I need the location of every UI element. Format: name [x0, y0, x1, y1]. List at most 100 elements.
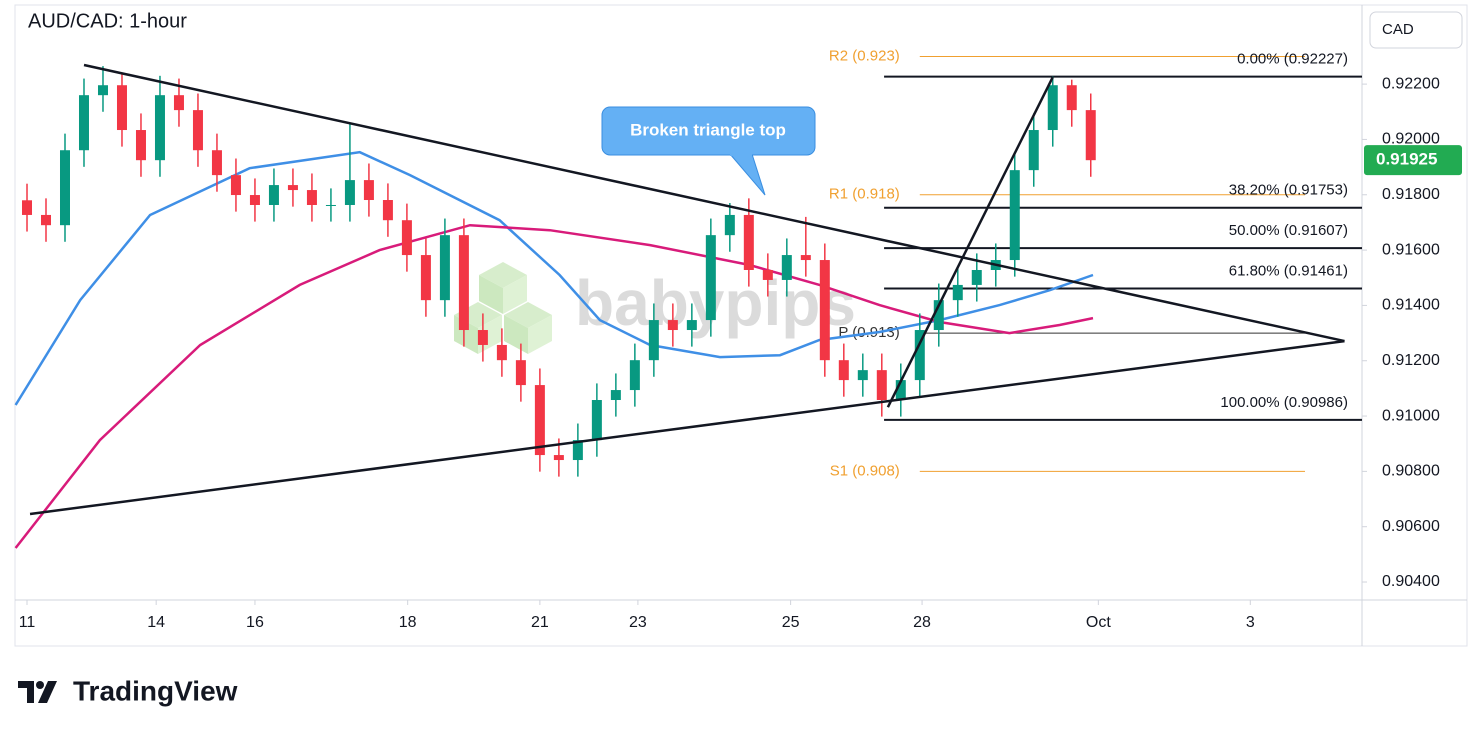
candle-body [363, 180, 374, 201]
candle-body [401, 220, 412, 256]
candle-body [724, 214, 735, 236]
trendline [886, 76, 1054, 408]
logo-cube [504, 302, 552, 328]
candle-body [496, 344, 507, 361]
fib-label: 100.00% (0.90986) [1220, 394, 1348, 411]
candle-body [420, 255, 431, 301]
callout-joint [730, 150, 752, 156]
candle-body [705, 235, 716, 321]
candle-body [249, 195, 260, 205]
x-tick-label: 25 [782, 614, 800, 631]
logo-cube [504, 315, 528, 354]
candle-body [819, 260, 830, 361]
candle-body [553, 455, 564, 461]
plot-area: R2 (0.923)R1 (0.918)P (0.913)S1 (0.908)0… [14, 47, 1362, 549]
candle-body [591, 400, 602, 441]
brand-icon [18, 681, 34, 703]
candle-body [1028, 130, 1039, 171]
logo-cube [479, 275, 503, 314]
x-tick-label: 23 [629, 614, 647, 631]
y-tick-label: 0.91600 [1382, 241, 1440, 258]
trendline [83, 63, 1345, 343]
x-tick-label: 21 [531, 614, 549, 631]
x-tick-label: 28 [913, 614, 931, 631]
currency-box[interactable] [1369, 11, 1463, 49]
candle-body [857, 370, 868, 381]
candle-body [1009, 170, 1020, 261]
candle-body [22, 200, 33, 215]
candle-body [382, 200, 393, 221]
callout: Broken triangle top [601, 106, 816, 196]
currency: CAD [1382, 21, 1414, 38]
candle-body [59, 150, 70, 226]
brand-name: TradingView [73, 675, 238, 706]
y-tick-label: 0.91400 [1382, 297, 1440, 314]
x-tick-label: 18 [399, 614, 417, 631]
logo-cube [528, 315, 552, 354]
brand-icon [38, 681, 57, 703]
candle-body [895, 380, 906, 401]
trendline [29, 339, 1345, 516]
candle-body [1066, 85, 1077, 111]
candle-body [762, 269, 773, 280]
candle-body [268, 185, 279, 205]
candle-body [230, 175, 241, 196]
candle-body [686, 320, 697, 331]
callout-box [601, 106, 816, 156]
candle-body [648, 320, 659, 361]
candle-body [800, 255, 811, 261]
brand-icon [36, 681, 44, 689]
candle-body [667, 320, 678, 331]
y-tick-label: 0.91200 [1382, 352, 1440, 369]
fib-label: 50.00% (0.91607) [1229, 222, 1348, 239]
candle-body [933, 300, 944, 331]
candle-body [344, 180, 355, 205]
candle-body [173, 95, 184, 111]
y-tick-label: 0.92000 [1382, 131, 1440, 148]
pivot-label: R1 (0.918) [829, 186, 900, 203]
fib-label: 61.80% (0.91461) [1229, 262, 1348, 279]
candle-body [458, 235, 469, 331]
y-tick-label: 0.92200 [1382, 75, 1440, 92]
candle-body [914, 330, 925, 381]
candle-body [1047, 85, 1058, 131]
y-tick-label: 0.90600 [1382, 518, 1440, 535]
candle-body [477, 330, 488, 345]
candle-body [515, 360, 526, 386]
x-tick-label: 3 [1246, 614, 1255, 631]
annotation: Broken triangle top [630, 120, 786, 139]
candle-body [287, 185, 298, 191]
candle-body [781, 255, 792, 280]
fib-label: 38.20% (0.91753) [1229, 182, 1348, 199]
candle-body [116, 85, 127, 131]
candle-body [325, 204, 336, 206]
x-tick-label: 11 [19, 614, 36, 631]
x-tick-label: Oct [1086, 614, 1111, 631]
candle-body [97, 85, 108, 96]
y-tick-label: 0.90400 [1382, 573, 1440, 590]
candle-body [952, 284, 963, 301]
candle-body [876, 370, 887, 401]
x-tick-label: 16 [246, 614, 264, 631]
chart-title: AUD/CAD: 1-hour [28, 10, 187, 32]
y-tick-label: 0.90800 [1382, 463, 1440, 480]
last-price-box [1364, 145, 1462, 176]
candle-body [78, 95, 89, 151]
candle-body [1085, 110, 1096, 161]
brand: TradingView [18, 675, 238, 706]
candle-body [41, 214, 52, 226]
candle-body [610, 390, 621, 401]
logo-cube [503, 275, 527, 314]
candle-body [154, 95, 165, 161]
last-price-label: 0.91925 [1376, 150, 1437, 169]
candle-body [192, 110, 203, 151]
candle-body [135, 130, 146, 161]
x-tick-label: 14 [147, 614, 165, 631]
candle-body [439, 235, 450, 301]
y-tick-label: 0.91000 [1382, 407, 1440, 424]
pivot-label: R2 (0.923) [829, 47, 900, 64]
candle-body [211, 150, 222, 176]
candle-body [971, 269, 982, 285]
candle-body [743, 214, 754, 270]
